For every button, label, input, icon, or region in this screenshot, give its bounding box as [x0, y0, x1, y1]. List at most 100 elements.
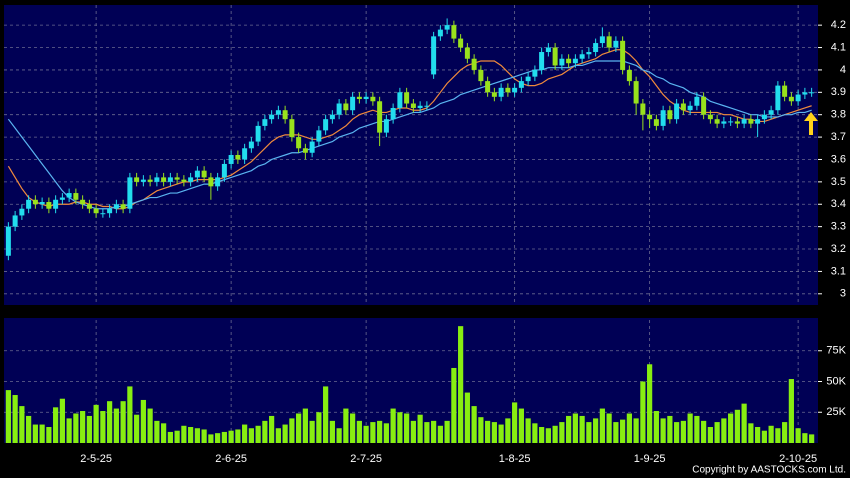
candle-body [269, 114, 275, 120]
volume-bar [201, 429, 207, 443]
volume-bar [113, 408, 119, 443]
volume-bar [761, 430, 767, 443]
volume-bar [552, 425, 558, 443]
volume-bar [93, 404, 99, 443]
volume-bar [269, 415, 275, 443]
candle-body [147, 179, 153, 182]
volume-bar [282, 424, 288, 443]
candle-body [336, 103, 342, 115]
candle-body [498, 87, 504, 97]
candle-body [228, 155, 234, 164]
volume-bar [491, 422, 497, 443]
volume-bar [788, 379, 794, 443]
candle-body [687, 105, 693, 111]
volume-bar [680, 420, 686, 443]
volume-bar [593, 418, 599, 443]
candle-body [86, 204, 92, 209]
candle-body [309, 141, 315, 153]
volume-bar [633, 418, 639, 443]
candle-body [350, 96, 356, 111]
volume-bar [377, 420, 383, 443]
volume-bar [782, 422, 788, 443]
candle-body [329, 114, 335, 120]
candle-body [377, 101, 383, 133]
volume-bar [363, 425, 369, 443]
volume-bar [134, 414, 140, 443]
candle-body [458, 38, 464, 48]
candle-body [107, 208, 113, 214]
volume-bar [228, 430, 234, 443]
y-tick-label: 4.2 [831, 19, 846, 31]
y-tick-label: 3.8 [831, 109, 846, 121]
candle-body [19, 208, 25, 216]
candle-body [26, 199, 32, 209]
volume-bar [275, 428, 281, 443]
volume-bar [545, 428, 551, 443]
volume-bar [451, 367, 457, 443]
candle-body [775, 85, 781, 111]
volume-bar [120, 401, 126, 443]
candle-body [5, 226, 11, 256]
candle-body [626, 69, 632, 82]
volume-bar [660, 418, 666, 443]
candle-body [80, 199, 86, 205]
volume-bar [350, 413, 356, 443]
candle-body [809, 92, 815, 94]
candle-body [795, 94, 801, 102]
volume-bar [458, 326, 464, 443]
volume-bar [667, 415, 673, 443]
volume-bar [188, 427, 194, 443]
candle-body [134, 177, 140, 182]
candle-body [188, 177, 194, 182]
y-tick-label: 3.3 [831, 221, 846, 233]
candle-body [356, 96, 362, 100]
candle-body [221, 163, 227, 178]
candle-body [545, 47, 551, 53]
volume-bar [356, 420, 362, 443]
candle-body [748, 119, 754, 124]
y-tick-label: 75K [826, 345, 846, 357]
volume-bar [336, 428, 342, 443]
candle-body [431, 36, 437, 75]
y-tick-label: 4.1 [831, 41, 846, 53]
volume-bar [147, 408, 153, 443]
candle-body [39, 202, 45, 205]
x-tick-label: 2-7-25 [350, 453, 382, 465]
volume-bar [626, 413, 632, 443]
volume-bar [86, 415, 92, 443]
candle-body [53, 199, 59, 209]
volume-bar [424, 422, 430, 443]
candle-body [444, 25, 450, 30]
candle-body [161, 177, 167, 182]
candle-body [647, 114, 653, 120]
volume-bar [559, 422, 565, 443]
y-tick-label: 3.6 [831, 153, 846, 165]
volume-bar [748, 423, 754, 443]
volume-bar [235, 429, 241, 443]
x-tick-label: 2-10-25 [779, 453, 817, 465]
candle-body [390, 107, 396, 120]
candle-body [802, 92, 808, 95]
candle-body [73, 193, 79, 200]
volume-bar [255, 425, 261, 443]
volume-bar [734, 409, 740, 443]
candle-body [768, 110, 774, 115]
volume-bar [248, 428, 254, 443]
candle-body [363, 96, 369, 100]
volume-bar [107, 401, 113, 443]
volume-bar [26, 415, 32, 443]
candle-body [525, 76, 531, 82]
candle-body [248, 141, 254, 149]
candle-body [66, 193, 72, 198]
candle-body [275, 110, 281, 115]
candle-body [140, 179, 146, 182]
candle-body [46, 202, 52, 209]
candle-body [181, 179, 187, 182]
volume-bar [795, 428, 801, 443]
candle-body [120, 204, 126, 209]
candle-body [491, 92, 497, 97]
candle-body [593, 43, 599, 53]
candle-body [566, 58, 572, 64]
volume-bar [32, 424, 38, 443]
volume-bar [498, 424, 504, 443]
